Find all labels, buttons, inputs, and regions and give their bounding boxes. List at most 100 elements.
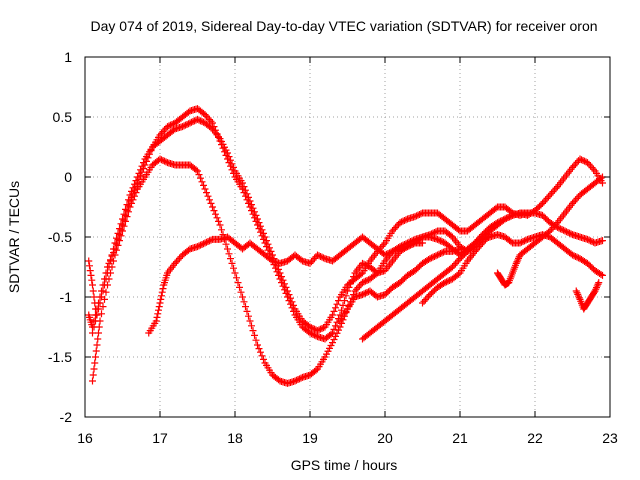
data-point — [152, 317, 160, 325]
data-point — [354, 284, 362, 292]
data-point — [521, 237, 528, 245]
data-point — [431, 252, 438, 260]
data-point — [243, 190, 251, 198]
data-point — [434, 251, 441, 259]
data-point — [497, 217, 504, 225]
data-point — [393, 222, 401, 230]
data-point — [207, 124, 215, 132]
data-point — [581, 157, 588, 165]
data-point — [210, 207, 218, 215]
data-point — [119, 221, 126, 229]
data-point — [117, 232, 125, 240]
data-point — [483, 234, 491, 242]
data-point — [258, 352, 266, 360]
data-point — [113, 240, 120, 248]
data-point — [201, 239, 209, 247]
data-point — [344, 287, 351, 295]
data-point — [318, 253, 326, 261]
data-point — [423, 294, 431, 302]
data-point — [138, 162, 146, 170]
data-point — [248, 322, 255, 330]
data-point — [314, 251, 321, 259]
data-point — [204, 192, 212, 200]
data-point — [156, 299, 164, 307]
data-point — [204, 238, 212, 246]
data-point — [291, 377, 299, 385]
data-point — [540, 198, 548, 206]
data-point — [119, 227, 126, 235]
data-point — [225, 250, 233, 258]
x-tick-label: 23 — [602, 430, 618, 446]
data-point — [117, 226, 125, 234]
data-point — [592, 285, 600, 293]
data-point — [260, 229, 267, 237]
data-point — [435, 236, 443, 244]
data-point — [91, 299, 99, 307]
data-point — [228, 160, 236, 168]
data-point — [498, 216, 506, 224]
data-point — [254, 215, 261, 223]
data-point — [131, 180, 138, 188]
data-point — [132, 189, 140, 197]
data-point — [86, 262, 93, 270]
data-point — [252, 211, 260, 219]
data-point — [486, 231, 494, 239]
data-point — [87, 271, 95, 279]
data-point — [548, 189, 555, 197]
data-point — [416, 210, 423, 218]
data-point — [116, 231, 123, 239]
data-point — [99, 303, 107, 311]
data-point — [438, 238, 446, 246]
data-point — [419, 239, 426, 247]
data-point — [170, 126, 177, 134]
data-point — [287, 294, 294, 302]
data-point — [578, 156, 585, 164]
y-tick-label: 1 — [64, 49, 72, 65]
data-point — [441, 279, 449, 287]
data-point — [539, 199, 546, 207]
data-point — [593, 282, 601, 290]
data-point — [164, 123, 171, 131]
data-point — [311, 254, 318, 262]
data-point — [110, 257, 117, 265]
data-point — [185, 120, 192, 128]
data-point — [159, 285, 167, 293]
data-point — [157, 295, 165, 303]
axis-ticks: 16 17 18 19 20 21 22 23 -2 -1.5 -1 -0.5 0 0.5 1 — [48, 49, 618, 446]
data-point — [257, 348, 264, 356]
data-point — [587, 237, 594, 245]
data-point — [167, 121, 174, 129]
data-point — [519, 238, 527, 246]
data-point — [126, 203, 134, 211]
data-point — [159, 128, 167, 136]
data-point — [318, 324, 326, 332]
data-point — [360, 290, 368, 298]
data-point — [315, 326, 323, 334]
data-point — [231, 269, 239, 277]
data-point — [227, 255, 234, 263]
data-point — [198, 240, 206, 248]
y-tick-label: -2 — [60, 409, 73, 425]
data-point — [429, 253, 437, 261]
data-point — [401, 216, 408, 224]
data-point — [128, 187, 135, 195]
data-point — [249, 204, 257, 212]
data-point — [308, 330, 315, 338]
y-tick-label: -0.5 — [48, 229, 72, 245]
data-point — [551, 222, 558, 230]
data-point — [297, 256, 305, 264]
data-point — [422, 296, 429, 304]
data-point — [240, 183, 248, 191]
data-point — [435, 250, 443, 258]
data-point — [392, 224, 399, 232]
data-point — [85, 257, 93, 265]
data-point — [599, 271, 606, 279]
data-point — [306, 259, 314, 267]
data-point — [449, 263, 456, 271]
data-point — [98, 310, 105, 318]
data-point — [90, 365, 98, 373]
series-track-5 — [336, 245, 464, 325]
data-point — [410, 240, 417, 248]
x-tick-label: 18 — [227, 430, 243, 446]
data-point — [444, 277, 452, 285]
